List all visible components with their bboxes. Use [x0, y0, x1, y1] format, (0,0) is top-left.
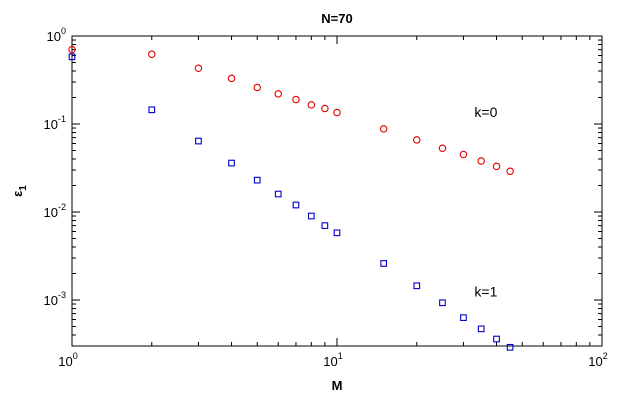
annotation-label: k=0: [474, 104, 497, 120]
y-axis-label-main: ε: [10, 191, 25, 197]
data-point-circle: [274, 90, 282, 98]
data-point-circle: [438, 144, 447, 153]
data-point-circle: [68, 45, 76, 54]
x-tick-labels: 100 101 102: [58, 351, 607, 369]
data-point-square: [477, 325, 485, 333]
annotation-label: k=1: [474, 283, 497, 299]
data-point-circle: [148, 50, 156, 59]
data-point-square: [493, 335, 500, 343]
data-point-square: [321, 222, 329, 229]
series-0: [68, 45, 514, 176]
chart-title: N=70: [321, 11, 352, 26]
data-point-circle: [333, 108, 341, 117]
data-point-circle: [413, 136, 421, 144]
data-point-circle: [321, 104, 329, 113]
y-tick-label: 100: [47, 26, 66, 44]
data-point-square: [333, 229, 341, 237]
y-tick-label: 10-2: [44, 202, 66, 220]
y-tick-label: 10-3: [44, 290, 66, 308]
data-point-square: [460, 314, 467, 321]
data-point-square: [380, 260, 388, 267]
data-point-circle: [379, 125, 388, 133]
data-point-circle: [492, 162, 501, 171]
data-point-square: [195, 137, 202, 145]
data-point-square: [292, 201, 300, 209]
data-point-square: [307, 212, 315, 220]
data-point-circle: [459, 150, 468, 159]
x-axis-label: M: [332, 378, 343, 393]
data-point-square: [439, 299, 446, 307]
data-point-square: [228, 159, 235, 167]
x-tick-label: 100: [58, 351, 77, 369]
data-point-circle: [194, 64, 203, 73]
annotations: k=0 k=1: [474, 104, 497, 299]
series-1: [68, 53, 514, 351]
y-tick-label: 10-1: [44, 114, 66, 132]
data-point-circle: [227, 74, 236, 83]
data-point-square: [506, 343, 514, 351]
data-point-square: [253, 176, 261, 184]
x-tick-label: 102: [588, 351, 607, 369]
axis-ticks: [71, 36, 602, 347]
y-tick-labels: 100 10-1 10-2 10-3: [44, 26, 66, 308]
data-point-square: [274, 190, 282, 198]
data-point-circle: [506, 167, 514, 176]
data-point-square: [148, 106, 156, 114]
data-point-circle: [292, 95, 300, 104]
data-marks: [68, 45, 514, 351]
data-point-square: [68, 53, 76, 61]
data-point-circle: [253, 83, 261, 92]
data-point-circle: [307, 101, 316, 109]
plot-frame: [71, 35, 603, 347]
data-point-circle: [477, 157, 485, 165]
x-tick-label: 101: [323, 351, 342, 369]
data-point-square: [413, 282, 421, 290]
y-axis-label: ε1: [10, 185, 29, 197]
y-axis-label-subscript: 1: [18, 185, 29, 191]
